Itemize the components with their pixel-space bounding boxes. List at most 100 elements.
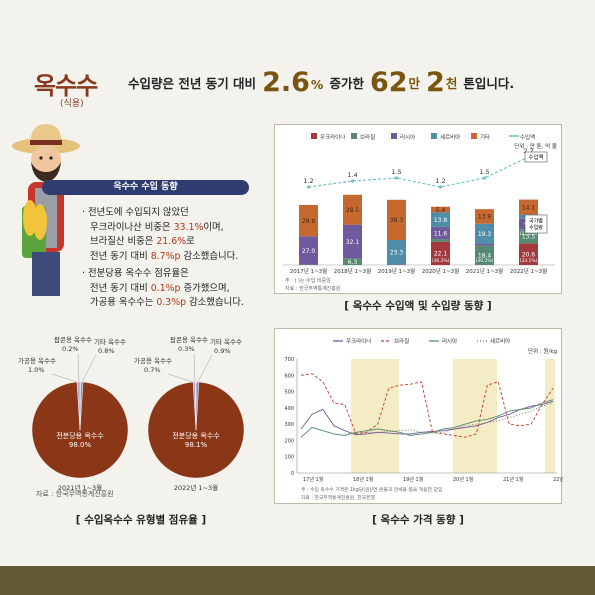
legend-swatch xyxy=(471,133,477,139)
price-chart-panel: 우크라이나 브라질 러시아 세르비아 단위 : 원/kg 0 100 200 300 400 500… xyxy=(274,328,574,504)
bar-segment xyxy=(387,240,406,265)
bar-segment-label: 11.6 xyxy=(434,230,448,237)
bar-unit: 단위 : 만 톤, 억 불 xyxy=(514,142,557,150)
x-tick-label: 18년 1월 xyxy=(353,476,374,483)
legend-swatch xyxy=(391,133,397,139)
bullet-1-line-2: 우크라이나산 비중은 33.1%이며, xyxy=(90,221,224,233)
price-series-line xyxy=(300,400,554,436)
bar-segment-label: 13.8 xyxy=(434,217,448,224)
pie-leader-line xyxy=(51,373,78,383)
pie-label-value: 0.2% xyxy=(62,345,79,353)
x-tick-label: 2021년 1~3월 xyxy=(466,267,503,275)
amount-point xyxy=(394,176,399,180)
y-tick-label: 700 xyxy=(284,357,294,363)
bar-segment xyxy=(519,243,538,265)
bar-segment-label: 29.9 xyxy=(302,218,316,225)
bar-segment-label: 13.5 xyxy=(522,234,536,241)
pie-leader-line xyxy=(197,354,213,383)
legend-swatch xyxy=(351,133,357,139)
shaded-band xyxy=(351,359,399,473)
page-title: 옥수수 xyxy=(34,72,98,100)
x-tick-label: 2019년 1~3월 xyxy=(378,267,415,275)
amount-label: 1.5 xyxy=(391,168,401,176)
pie-main-value: 98.0% xyxy=(69,441,92,449)
headline-unit-2: 천 xyxy=(445,76,458,91)
tag-volume-text-1: 국가별 xyxy=(529,218,543,225)
bar-segment-label: 38.3 xyxy=(390,217,404,224)
price-chart-caption: [ 옥수수 가격 동향 ] xyxy=(372,514,464,526)
headline-prefix: 수입량은 전년 동기 대비 xyxy=(128,76,257,91)
pie-source: 자료 : 한국무역통계진흥원 xyxy=(36,490,114,498)
pie-leader-line xyxy=(77,353,80,383)
pie-label-value: 0.8% xyxy=(98,347,115,355)
price-note-2: 자료 : 한국무역통계진흥원, 한국은행 xyxy=(301,494,375,501)
pie-year-label: 2022년 1~3월 xyxy=(174,483,218,492)
legend-label: 수입액 xyxy=(520,133,535,141)
page-subtitle: (식용) xyxy=(60,99,84,109)
bar-segment-label: 14.1 xyxy=(522,204,536,211)
headline-percent: 2.6 xyxy=(262,67,310,98)
bullet-1-line-1: 전년도에 수입되지 않았던 xyxy=(87,207,189,218)
pie-slice xyxy=(79,381,84,431)
bar-segment-label: 28.5 xyxy=(346,207,360,214)
bar-segment xyxy=(475,209,494,224)
farmer-illustration xyxy=(12,124,80,296)
bar-segment xyxy=(299,204,318,237)
bar-segment xyxy=(431,206,450,213)
bar-segment-label: 5.4 xyxy=(436,207,446,214)
bar-segment xyxy=(387,199,406,241)
legend-label: 세르비아 xyxy=(490,337,510,345)
shaded-band xyxy=(545,359,555,473)
bullet-1: · 전년도에 수입되지 않았던 xyxy=(82,207,189,218)
headline-number-2: 2 xyxy=(426,67,445,98)
amount-label: 1.2 xyxy=(303,177,313,185)
bar-chart-caption: [ 옥수수 수입액 및 수입량 동향 ] xyxy=(344,300,492,312)
y-tick-label: 500 xyxy=(284,390,294,396)
share-label: (36.2%) xyxy=(432,258,450,264)
trend-bullets: · 전년도에 수입되지 않았던 우크라이나산 비중은 33.1%이며, 브라질산… xyxy=(82,206,262,311)
legend-label: 우크라이나 xyxy=(320,133,345,141)
bar-segment-label: 13.9 xyxy=(478,214,492,221)
bar-chart-panel: 우크라이나 브라질 러시아 세르비아 기타 수입액 단위 : 만 톤, 억 불 27.0 29.… xyxy=(274,124,562,294)
x-tick-label: 2022년 1~3월 xyxy=(510,267,547,275)
bar-segment xyxy=(431,241,450,265)
bullet-2-line-2: 전년 동기 대비 0.1%p 증가했으며, xyxy=(90,282,230,294)
bar-segment-label: 27.0 xyxy=(302,248,316,255)
pie-leader-line xyxy=(81,354,97,383)
pie-label-name: 가공용 옥수수 xyxy=(18,356,56,365)
share-label: (21.6%) xyxy=(520,231,538,237)
headline-number-1: 62 xyxy=(369,67,408,98)
legend-label: 세르비아 xyxy=(440,133,460,141)
price-note-1: 주 : 수입 옥수수 가격은 1kg당(원)/연 환율과 관세율 등을 적용한 … xyxy=(301,486,442,493)
x-tick-label: 22년 1월 xyxy=(553,476,563,483)
pie-main-name: 전분당용 옥수수 xyxy=(172,431,220,440)
y-tick-label: 0 xyxy=(291,471,294,477)
price-series-line xyxy=(300,373,554,438)
bar-segment xyxy=(519,199,538,215)
legend-label: 러시아 xyxy=(442,337,457,345)
pie-main-name: 전분당용 옥수수 xyxy=(56,431,104,440)
legend-label: 브라질 xyxy=(360,133,375,141)
bar-segment-label: 18.4 xyxy=(478,253,492,260)
pie-label-value: 0.7% xyxy=(144,366,161,374)
tag-amount: 수입액 xyxy=(524,151,548,163)
pie-label-name: 기타 옥수수 xyxy=(94,337,126,346)
bar-segment xyxy=(475,244,494,246)
bar-segment xyxy=(343,194,362,225)
headline-percent-unit: % xyxy=(310,77,324,92)
share-label: (30.2%) xyxy=(476,258,494,264)
bar-segment xyxy=(431,212,450,227)
pie-slice xyxy=(147,381,245,479)
y-tick-label: 600 xyxy=(284,373,294,379)
pie-label-value: 1.0% xyxy=(28,366,45,374)
x-tick-label: 2017년 1~3월 xyxy=(290,267,327,275)
bar-note-2: 자료 : 한국무역통계진흥원 xyxy=(285,285,341,292)
bar-segment xyxy=(299,236,318,265)
amount-point xyxy=(438,185,443,189)
amount-line xyxy=(308,156,529,188)
pie-label-name: 팝콘용 옥수수 xyxy=(170,335,208,344)
pie-year-label: 2021년 1~3월 xyxy=(58,483,102,492)
pie-slice xyxy=(31,381,129,479)
